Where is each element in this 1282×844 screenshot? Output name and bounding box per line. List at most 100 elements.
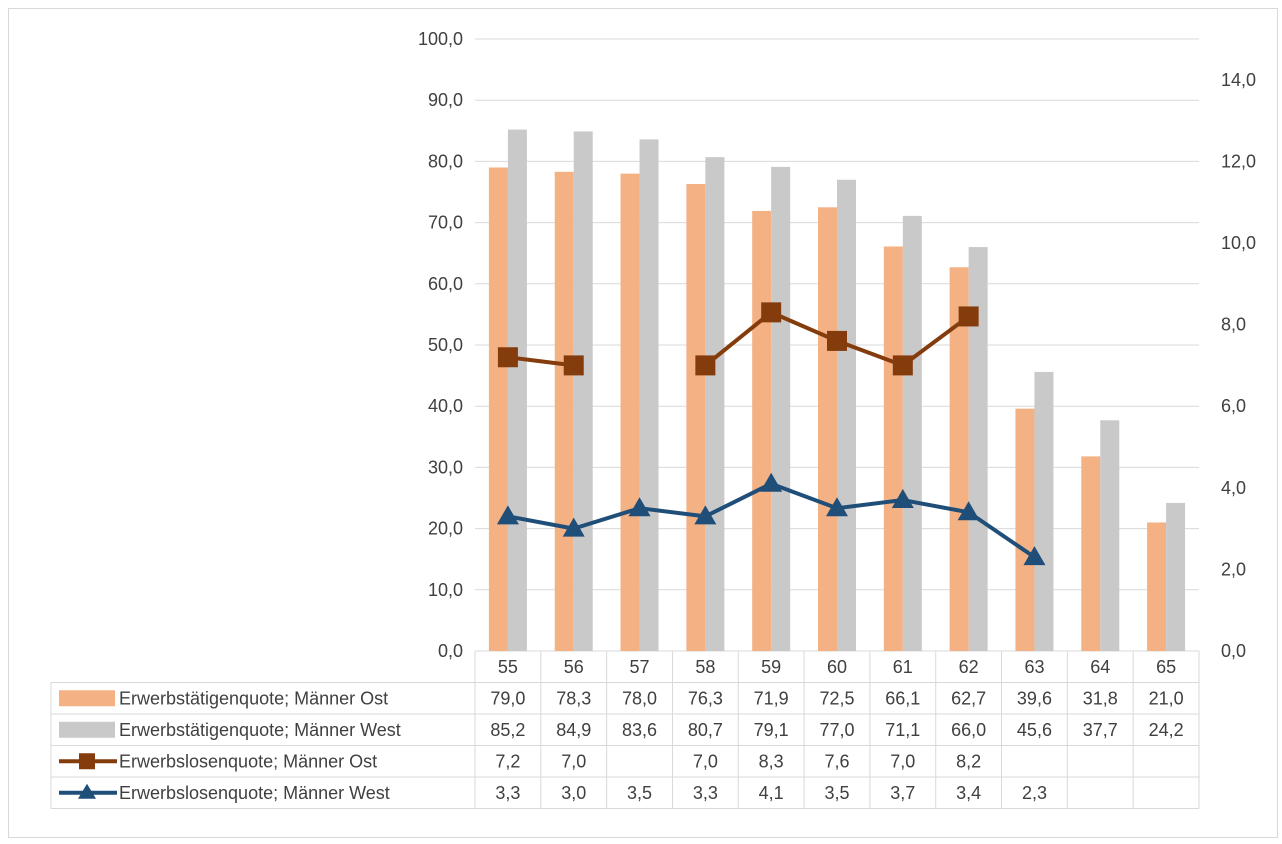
y-left-tick-label: 100,0 (418, 29, 463, 49)
marker-erwerbslosenquote-m-nner-west-56 (562, 517, 585, 537)
legend-label-erwerbst-tigenquote-m-nner-west: Erwerbstätigenquote; Männer West (119, 720, 401, 740)
data-label-erwerbst-tigenquote-m-nner-ost: 21,0 (1149, 688, 1184, 708)
marker-erwerbslosenquote-m-nner-ost-60 (827, 330, 847, 351)
marker-erwerbslosenquote-m-nner-ost-56 (563, 355, 584, 376)
bar-erwerbst-tigenquote-m-nner-ost-63 (1015, 408, 1035, 651)
data-label-erwerbst-tigenquote-m-nner-west: 79,1 (754, 720, 789, 740)
data-label-erwerbslosenquote-m-nner-west: 3,0 (561, 783, 586, 803)
bar-erwerbst-tigenquote-m-nner-west-57 (639, 139, 659, 652)
data-label-erwerbst-tigenquote-m-nner-ost: 72,5 (819, 688, 854, 708)
x-tick-label: 55 (498, 657, 518, 677)
legend-key-erwerbst-tigenquote-m-nner-west (59, 721, 115, 738)
data-table: 55 56 57 58 59 60 61 62 63 64 65 Erwerbstätigenquot… (50, 651, 1200, 809)
data-label-erwerbslosenquote-m-nner-ost: 8,2 (956, 751, 981, 771)
data-label-erwerbslosenquote-m-nner-west: 3,3 (693, 783, 718, 803)
y-left-tick-label: 70,0 (428, 213, 463, 233)
y-left-tick-label: 40,0 (428, 396, 463, 416)
marker-erwerbslosenquote-m-nner-west-57 (628, 497, 651, 517)
line-segment-erwerbslosenquote-m-nner-west (769, 481, 839, 511)
data-label-erwerbst-tigenquote-m-nner-ost: 71,9 (754, 688, 789, 708)
marker-erwerbslosenquote-m-nner-west-60 (826, 497, 848, 517)
data-label-erwerbst-tigenquote-m-nner-west: 37,7 (1083, 720, 1118, 740)
data-label-erwerbslosenquote-m-nner-west: 2,3 (1022, 783, 1047, 803)
bar-erwerbst-tigenquote-m-nner-west-63 (1034, 371, 1054, 651)
y-right-tick-label: 12,0 (1221, 151, 1256, 171)
line-segment-erwerbslosenquote-m-nner-ost (769, 310, 839, 343)
bar-erwerbst-tigenquote-m-nner-west-56 (573, 131, 593, 652)
data-label-erwerbslosenquote-m-nner-west: 4,1 (759, 783, 784, 803)
y-right-tick-label: 0,0 (1221, 641, 1246, 661)
data-label-erwerbst-tigenquote-m-nner-ost: 79,0 (490, 688, 525, 708)
bar-erwerbst-tigenquote-m-nner-ost-59 (752, 210, 772, 652)
data-label-erwerbst-tigenquote-m-nner-ost: 78,3 (556, 688, 591, 708)
bar-erwerbst-tigenquote-m-nner-west-62 (968, 247, 988, 651)
y-left-tick-label: 90,0 (428, 90, 463, 110)
bar-erwerbst-tigenquote-m-nner-west-55 (507, 129, 527, 651)
line-series (496, 302, 1046, 566)
line-segment-erwerbslosenquote-m-nner-ost (900, 314, 971, 368)
data-label-erwerbst-tigenquote-m-nner-ost: 62,7 (951, 688, 986, 708)
y-left-tick-label: 80,0 (428, 151, 463, 171)
bar-erwerbst-tigenquote-m-nner-ost-65 (1147, 522, 1167, 651)
x-tick-label: 64 (1090, 657, 1110, 677)
line-segment-erwerbslosenquote-m-nner-west (835, 498, 905, 511)
bar-erwerbst-tigenquote-m-nner-west-60 (837, 179, 856, 651)
marker-erwerbslosenquote-m-nner-west-59 (760, 472, 783, 492)
bar-erwerbst-tigenquote-m-nner-west-65 (1166, 502, 1186, 651)
x-tick-label: 63 (1024, 657, 1044, 677)
data-label-erwerbslosenquote-m-nner-west: 3,5 (824, 783, 849, 803)
data-label-erwerbst-tigenquote-m-nner-west: 80,7 (688, 720, 723, 740)
marker-erwerbslosenquote-m-nner-west-62 (957, 501, 980, 521)
y-axis-right: 0,0 2,0 4,0 6,0 8,0 10,0 12,0 14,0 (1221, 70, 1256, 661)
line-segment-erwerbslosenquote-m-nner-west (900, 498, 971, 515)
marker-erwerbslosenquote-m-nner-west-58 (694, 505, 717, 525)
bar-erwerbst-tigenquote-m-nner-west-64 (1100, 420, 1120, 651)
data-label-erwerbst-tigenquote-m-nner-ost: 39,6 (1017, 688, 1052, 708)
y-right-tick-label: 10,0 (1221, 233, 1256, 253)
y-right-tick-label: 2,0 (1221, 559, 1246, 579)
data-label-erwerbst-tigenquote-m-nner-west: 77,0 (819, 720, 854, 740)
data-label-erwerbst-tigenquote-m-nner-west: 66,0 (951, 720, 986, 740)
marker-erwerbslosenquote-m-nner-west-63 (1023, 546, 1046, 566)
line-segment-erwerbslosenquote-m-nner-ost (835, 338, 905, 368)
legend-marker-erwerbslosenquote-m-nner-west (78, 783, 96, 799)
data-label-erwerbst-tigenquote-m-nner-west: 24,2 (1149, 720, 1184, 740)
legend-label-erwerbslosenquote-m-nner-ost: Erwerbslosenquote; Männer Ost (119, 751, 377, 771)
line-segment-erwerbslosenquote-m-nner-west (637, 506, 708, 519)
chart-frame: 0,0 10,0 20,0 30,0 40,0 50,0 60,0 70,0 80,0 90,0 1… (8, 8, 1278, 838)
marker-erwerbslosenquote-m-nner-ost-62 (958, 306, 979, 327)
bar-series (488, 129, 1186, 652)
marker-erwerbslosenquote-m-nner-west-55 (496, 505, 519, 525)
marker-erwerbslosenquote-m-nner-ost-61 (892, 355, 913, 376)
x-tick-label: 59 (761, 657, 781, 677)
data-label-erwerbst-tigenquote-m-nner-west: 84,9 (556, 720, 591, 740)
data-label-erwerbslosenquote-m-nner-west: 3,5 (627, 783, 652, 803)
combo-chart: 0,0 10,0 20,0 30,0 40,0 50,0 60,0 70,0 80,0 90,0 1… (50, 29, 1256, 809)
bar-erwerbst-tigenquote-m-nner-west-58 (705, 157, 725, 651)
line-segment-erwerbslosenquote-m-nner-west (966, 510, 1037, 560)
line-segment-erwerbslosenquote-m-nner-west (505, 514, 576, 531)
x-tick-label: 62 (959, 657, 979, 677)
data-label-erwerbst-tigenquote-m-nner-ost: 66,1 (885, 688, 920, 708)
bar-erwerbst-tigenquote-m-nner-ost-60 (818, 207, 837, 652)
legend-marker-erwerbslosenquote-m-nner-ost (79, 753, 95, 770)
data-label-erwerbslosenquote-m-nner-ost: 7,0 (561, 751, 586, 771)
data-label-erwerbst-tigenquote-m-nner-west: 83,6 (622, 720, 657, 740)
data-label-erwerbst-tigenquote-m-nner-west: 45,6 (1017, 720, 1052, 740)
data-label-erwerbslosenquote-m-nner-ost: 8,3 (759, 751, 784, 771)
marker-erwerbslosenquote-m-nner-ost-55 (497, 347, 518, 368)
x-tick-label: 56 (564, 657, 584, 677)
bar-erwerbst-tigenquote-m-nner-ost-61 (883, 246, 903, 651)
x-tick-label: 65 (1156, 657, 1176, 677)
data-label-erwerbst-tigenquote-m-nner-west: 71,1 (885, 720, 920, 740)
y-left-tick-label: 10,0 (428, 580, 463, 600)
x-tick-label: 61 (893, 657, 913, 677)
legend-label-erwerbst-tigenquote-m-nner-ost: Erwerbstätigenquote; Männer Ost (119, 688, 388, 708)
y-right-tick-label: 14,0 (1221, 70, 1256, 90)
data-label-erwerbslosenquote-m-nner-west: 3,3 (495, 783, 520, 803)
data-label-erwerbst-tigenquote-m-nner-west: 85,2 (490, 720, 525, 740)
bar-erwerbst-tigenquote-m-nner-west-59 (771, 166, 791, 651)
bar-erwerbst-tigenquote-m-nner-ost-55 (488, 167, 508, 651)
x-tick-label: 58 (695, 657, 715, 677)
legend-key-erwerbst-tigenquote-m-nner-ost (59, 690, 115, 707)
